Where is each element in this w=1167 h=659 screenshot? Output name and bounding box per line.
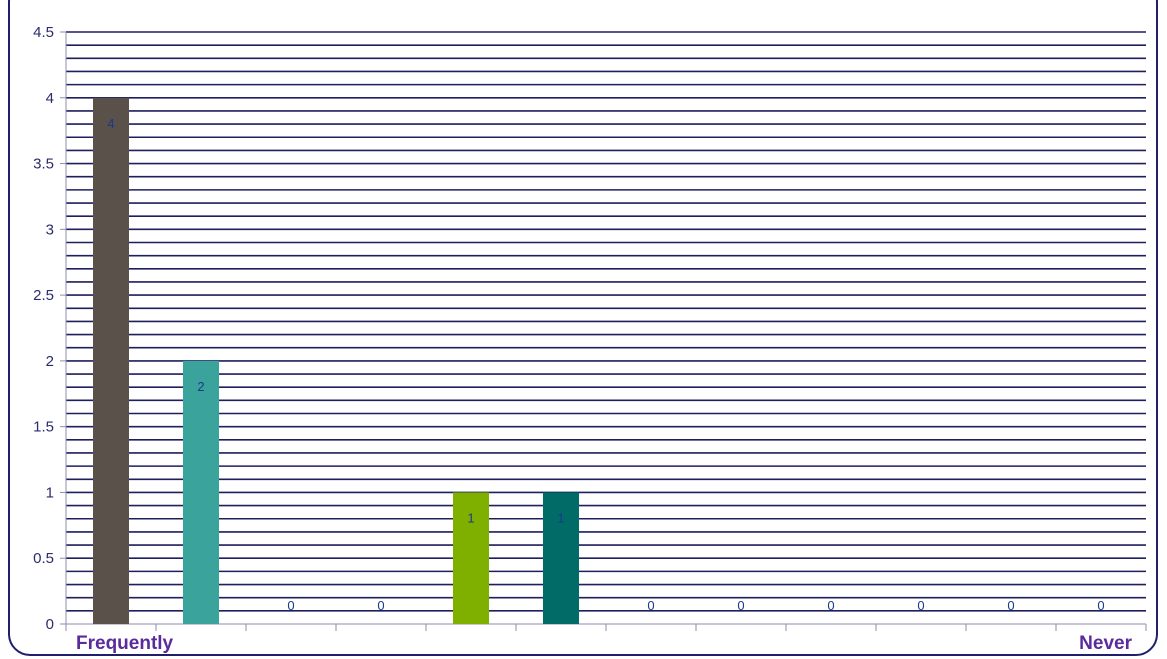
gridlines: [66, 31, 1146, 612]
bar: [543, 492, 579, 624]
y-tick-label: 0.5: [33, 550, 54, 567]
data-label: 0: [1007, 598, 1014, 613]
data-label: 0: [1097, 598, 1104, 613]
chart-frame: [8, 0, 1158, 656]
labels: 0 0.5 1 1.5 2 2.5 3 3.5 4 4.5 4 2 0 0 1 1 0 0 0 0 0 0 Frequent…: [33, 24, 1132, 654]
data-label: 2: [197, 379, 204, 394]
data-label: 0: [647, 598, 654, 613]
data-label: 4: [107, 116, 114, 131]
y-tick-label: 1: [46, 484, 54, 501]
y-tick-label: 4: [46, 90, 54, 107]
y-tick-label: 3.5: [33, 156, 54, 173]
y-tick-label: 3: [46, 221, 54, 238]
data-label: 0: [287, 598, 294, 613]
y-tick-label: 4.5: [33, 24, 54, 41]
y-tick-label: 2.5: [33, 287, 54, 304]
axes: [60, 31, 1147, 631]
bar: [93, 97, 129, 625]
data-label: 0: [827, 598, 834, 613]
x-category-label: Frequently: [76, 633, 174, 654]
y-tick-label: 2: [46, 353, 54, 370]
y-tick-label: 1.5: [33, 419, 54, 436]
data-label: 0: [737, 598, 744, 613]
bars: [93, 97, 579, 625]
x-category-label: Never: [1079, 633, 1132, 654]
data-label: 1: [467, 510, 474, 525]
bar: [183, 360, 219, 624]
data-label: 1: [557, 510, 564, 525]
data-label: 0: [377, 598, 384, 613]
bar: [453, 492, 489, 624]
y-tick-label: 0: [46, 616, 54, 633]
data-label: 0: [917, 598, 924, 613]
